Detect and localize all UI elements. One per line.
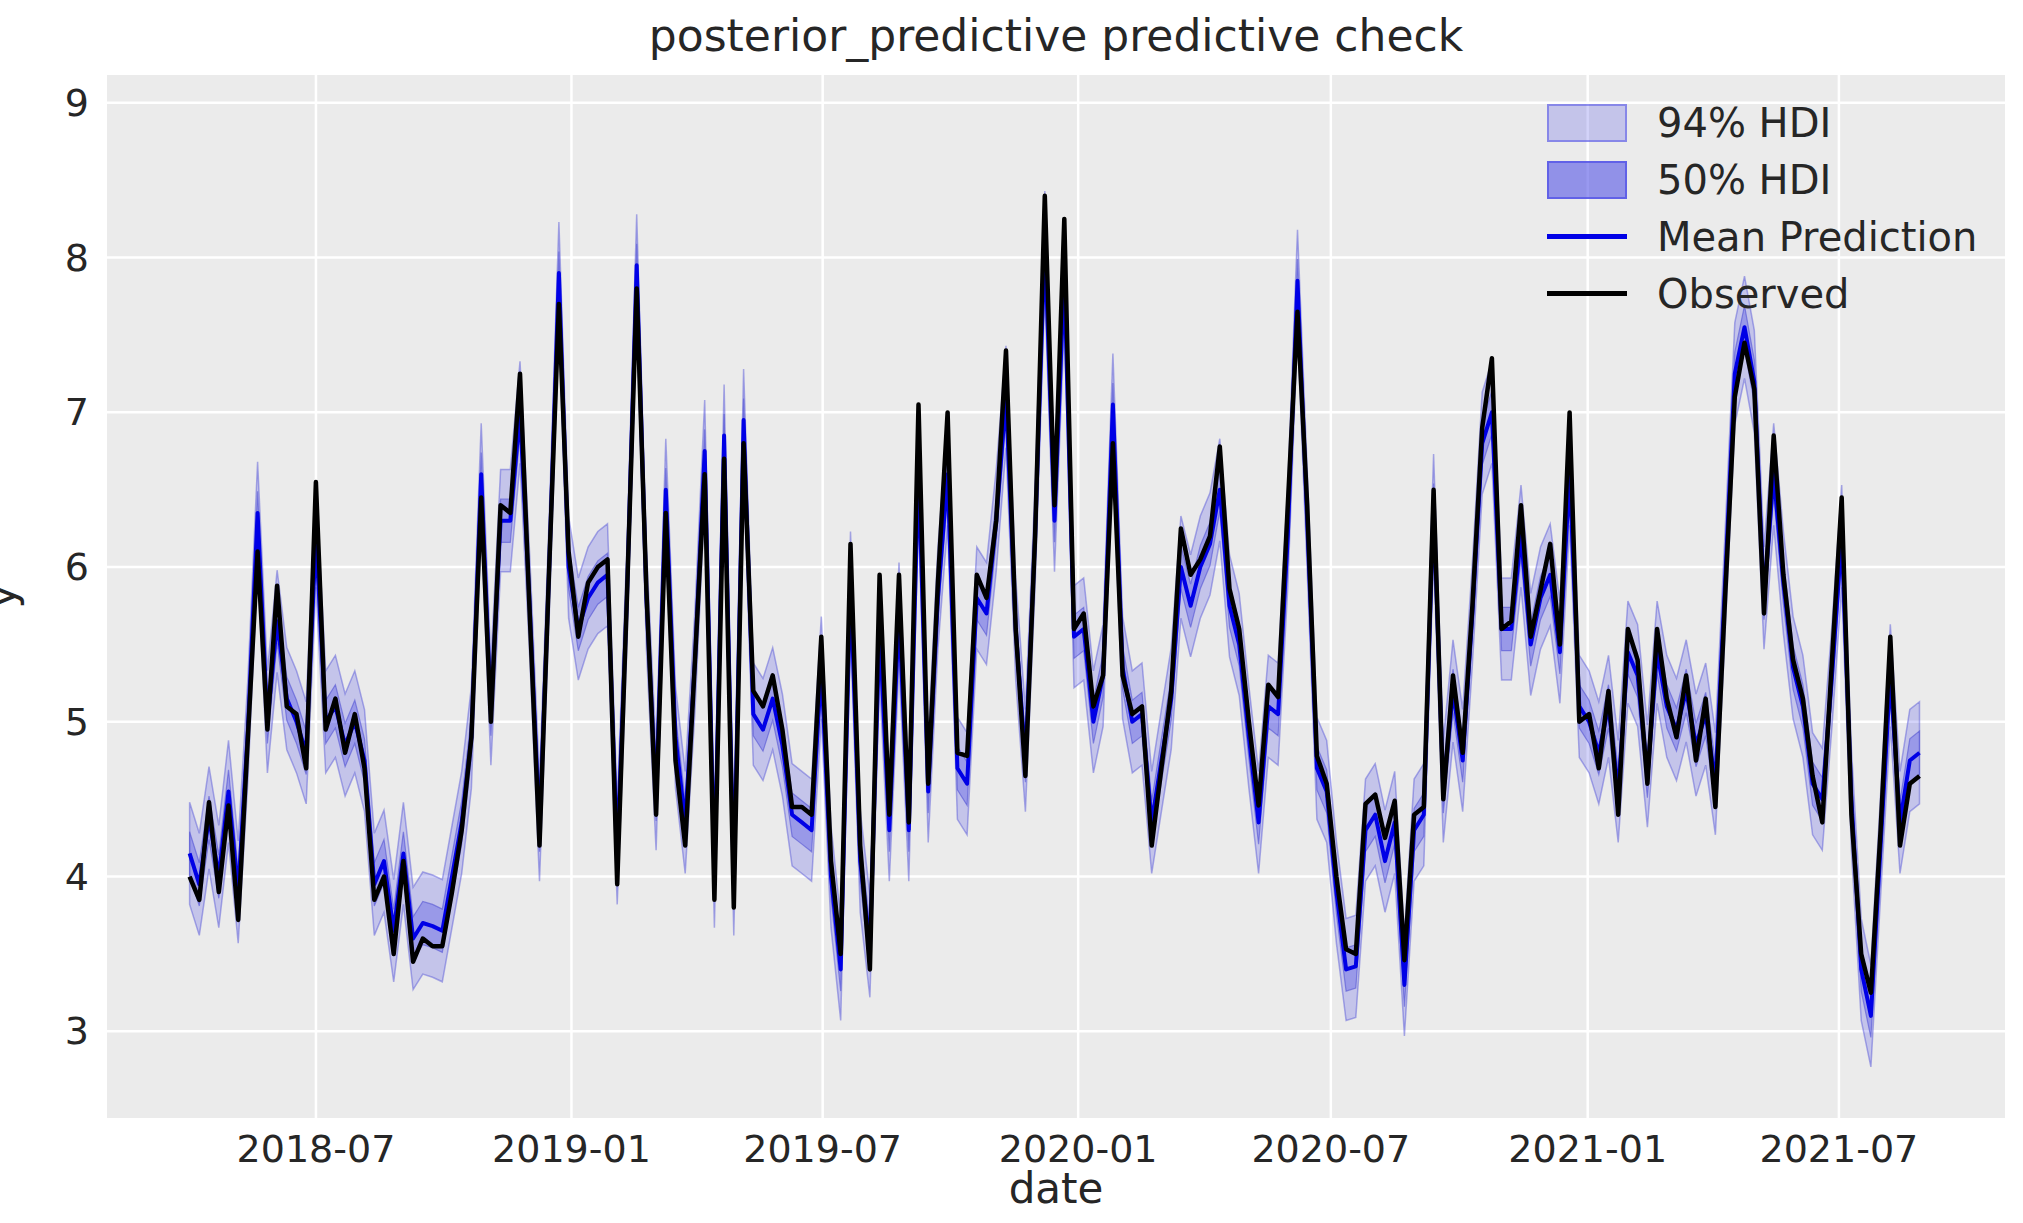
legend-row-mean-prediction: Mean Prediction (1547, 208, 1977, 265)
x-axis-label: date (107, 1164, 2005, 1213)
y-tick-label: 4 (65, 855, 89, 899)
y-tick-label: 9 (65, 81, 89, 125)
y-tick-label: 5 (65, 700, 89, 744)
ppc-figure: 2018-072019-012019-072020-012020-072021-… (0, 0, 2023, 1223)
y-axis-label: y (0, 584, 25, 609)
legend-label-mean-prediction: Mean Prediction (1657, 214, 1977, 260)
legend-label-observed: Observed (1657, 271, 1849, 317)
observed-line-swatch-icon (1547, 291, 1627, 296)
y-tick-label: 8 (65, 236, 89, 280)
y-tick-label: 7 (65, 390, 89, 434)
chart-legend: 94% HDI 50% HDI Mean Prediction Observed (1547, 94, 1977, 322)
legend-row-50-hdi: 50% HDI (1547, 151, 1977, 208)
legend-row-observed: Observed (1547, 265, 1977, 322)
legend-label-50-hdi: 50% HDI (1657, 157, 1831, 203)
legend-label-94-hdi: 94% HDI (1657, 100, 1831, 146)
hdi-50-swatch-icon (1547, 161, 1627, 199)
y-tick-label: 3 (65, 1009, 89, 1053)
chart-title: posterior_predictive predictive check (107, 10, 2005, 61)
mean-line-swatch-icon (1547, 234, 1627, 239)
y-tick-label: 6 (65, 545, 89, 589)
hdi-94-swatch-icon (1547, 104, 1627, 142)
legend-row-94-hdi: 94% HDI (1547, 94, 1977, 151)
